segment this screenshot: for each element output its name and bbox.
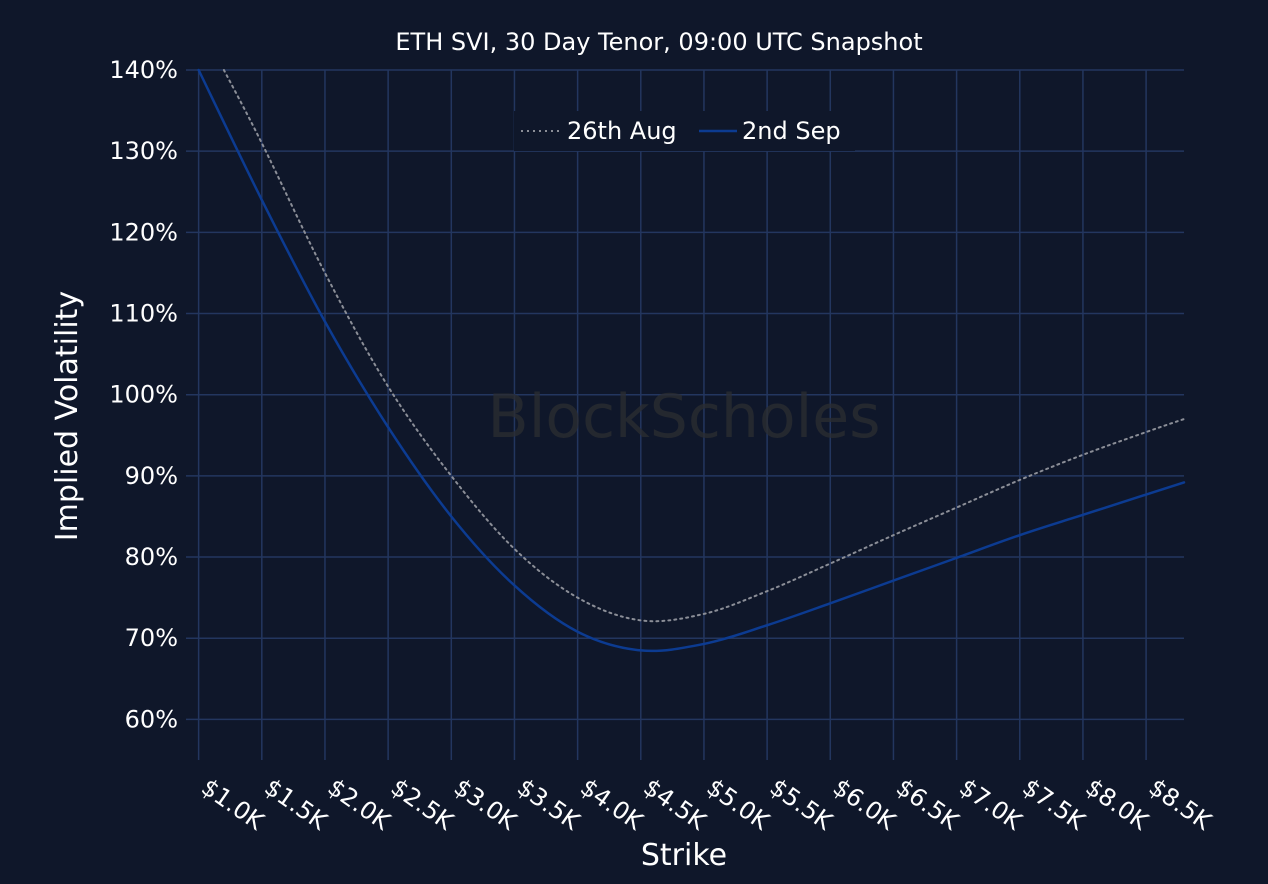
y-tick-label: 120% <box>109 218 178 246</box>
legend-item-2nd-sep[interactable]: 2nd Sep <box>699 117 841 145</box>
legend-26th-aug-label: 26th Aug <box>567 117 677 145</box>
y-tick-label: 140% <box>109 56 178 84</box>
y-tick-label: 80% <box>125 543 178 571</box>
series-layer <box>197 68 1186 653</box>
y-axis-label: Implied Volatility <box>50 291 85 541</box>
y-tick-label: 130% <box>109 137 178 165</box>
y-tick-label: 100% <box>109 381 178 409</box>
chart-title: ETH SVI, 30 Day Tenor, 09:00 UTC Snapsho… <box>395 28 922 56</box>
series-26th-aug-line <box>222 69 1185 623</box>
y-tick-label: 110% <box>109 300 178 328</box>
legend-2nd-sep-label: 2nd Sep <box>742 117 841 145</box>
y-tick-label: 70% <box>125 624 178 652</box>
grid-layer <box>186 69 1184 760</box>
legend-item-26th-aug[interactable]: 26th Aug <box>521 117 677 145</box>
y-tick-label: 90% <box>125 462 178 490</box>
y-axis-tick-labels: 60% 70% 80% 90% 100% 110% 120% 130% 140% <box>109 56 178 733</box>
legend-background <box>514 111 855 151</box>
y-tick-label: 60% <box>125 705 178 733</box>
watermark-text: BlockScholes <box>488 382 881 452</box>
series-2nd-sep-line <box>197 68 1186 653</box>
x-axis-label: Strike <box>641 838 727 873</box>
legend: 26th Aug 2nd Sep <box>514 111 855 151</box>
